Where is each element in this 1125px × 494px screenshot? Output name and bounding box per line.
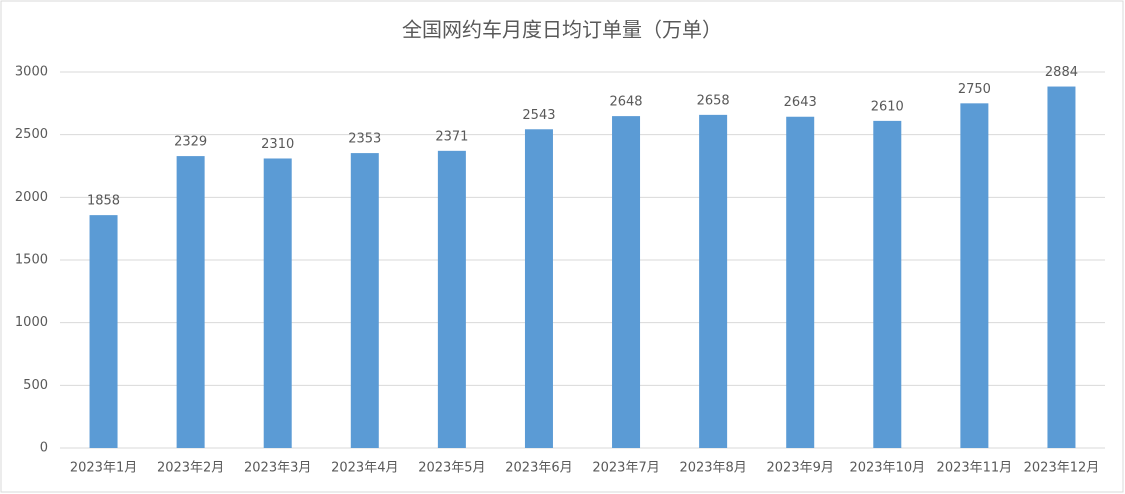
data-label: 2750 bbox=[958, 82, 991, 97]
x-tick-label: 2023年11月 bbox=[937, 461, 1013, 476]
data-label: 2658 bbox=[697, 93, 730, 108]
bar bbox=[699, 114, 728, 448]
data-label: 1858 bbox=[87, 194, 120, 209]
chart-title: 全国网约车月度日均订单量（万单） bbox=[402, 18, 722, 42]
data-label: 2884 bbox=[1045, 65, 1078, 80]
data-label: 2329 bbox=[174, 135, 207, 150]
bar bbox=[960, 103, 989, 448]
bar bbox=[873, 120, 902, 448]
x-tick-label: 2023年3月 bbox=[244, 461, 311, 476]
y-tick-label: 1500 bbox=[15, 253, 48, 268]
bar bbox=[524, 129, 553, 448]
bar bbox=[176, 156, 205, 448]
bar bbox=[612, 116, 641, 448]
bar bbox=[263, 158, 292, 449]
y-tick-label: 500 bbox=[23, 378, 48, 393]
x-tick-label: 2023年1月 bbox=[70, 461, 137, 476]
bar bbox=[437, 150, 466, 449]
bar bbox=[350, 153, 379, 448]
x-tick-label: 2023年4月 bbox=[331, 461, 398, 476]
data-label: 2643 bbox=[784, 95, 817, 110]
y-tick-label: 0 bbox=[40, 441, 48, 456]
x-tick-label: 2023年8月 bbox=[679, 461, 746, 476]
x-tick-label: 2023年9月 bbox=[767, 461, 834, 476]
y-tick-label: 2500 bbox=[15, 127, 48, 142]
x-tick-label: 2023年2月 bbox=[157, 461, 224, 476]
y-tick-label: 1000 bbox=[15, 315, 48, 330]
y-tick-label: 2000 bbox=[15, 190, 48, 205]
data-label: 2310 bbox=[261, 137, 294, 152]
data-label: 2543 bbox=[522, 108, 555, 123]
data-label: 2353 bbox=[348, 132, 381, 147]
data-label: 2610 bbox=[871, 99, 904, 114]
data-label: 2371 bbox=[435, 129, 468, 144]
bar bbox=[89, 215, 118, 448]
x-tick-label: 2023年6月 bbox=[505, 461, 572, 476]
y-tick-label: 3000 bbox=[15, 65, 48, 80]
x-tick-label: 2023年10月 bbox=[849, 461, 925, 476]
x-tick-label: 2023年5月 bbox=[418, 461, 485, 476]
bar bbox=[786, 116, 815, 448]
data-label: 2648 bbox=[609, 95, 642, 110]
x-tick-label: 2023年7月 bbox=[592, 461, 659, 476]
bar bbox=[1047, 86, 1076, 448]
x-tick-label: 2023年12月 bbox=[1024, 461, 1100, 476]
